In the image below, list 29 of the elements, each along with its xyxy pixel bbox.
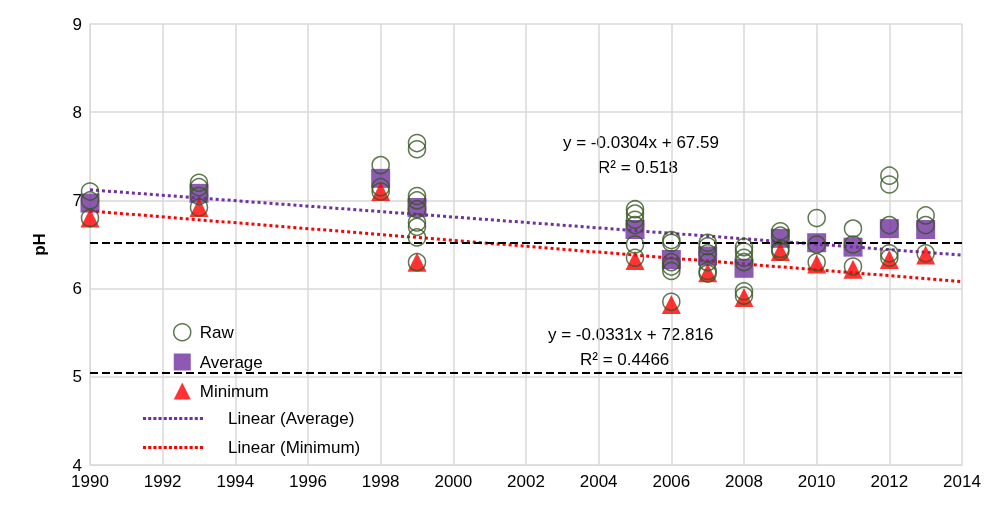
annotation: R² = 0.518 — [598, 158, 678, 177]
x-tick-label: 2002 — [507, 472, 545, 491]
annotation: R² = 0.4466 — [580, 350, 670, 369]
x-tick-label: 2012 — [870, 472, 909, 491]
x-tick-label: 1994 — [216, 472, 255, 491]
legend-label: Linear (Minimum) — [228, 438, 361, 457]
x-tick-label: 2006 — [652, 472, 691, 491]
x-tick-label: 1990 — [71, 472, 109, 491]
x-tick-label: 2014 — [943, 472, 981, 491]
x-tick-label: 2008 — [725, 472, 763, 491]
annotation: y = -0.0304x + 67.59 — [563, 133, 719, 152]
y-tick-label: 7 — [72, 190, 82, 210]
y-tick-label: 9 — [72, 14, 82, 34]
legend-label: Raw — [199, 322, 235, 342]
annotation: y = -0.0331x + 72.816 — [548, 325, 714, 344]
y-tick-label: 4 — [72, 455, 82, 475]
y-tick-label: 6 — [72, 279, 82, 299]
y-axis-title: pH — [30, 233, 49, 256]
x-tick-label: 1992 — [143, 472, 182, 491]
x-tick-label: 2000 — [434, 472, 473, 491]
legend-label: Average — [199, 352, 263, 372]
x-tick-label: 2010 — [797, 472, 836, 491]
x-tick-label: 1996 — [289, 472, 327, 491]
legend-label: Linear (Average) — [228, 409, 355, 428]
x-tick-label: 1998 — [361, 472, 400, 491]
y-tick-label: 8 — [72, 102, 82, 122]
x-tick-label: 2004 — [579, 472, 618, 491]
legend-label: Minimum — [199, 381, 269, 401]
y-tick-label: 5 — [72, 367, 82, 387]
